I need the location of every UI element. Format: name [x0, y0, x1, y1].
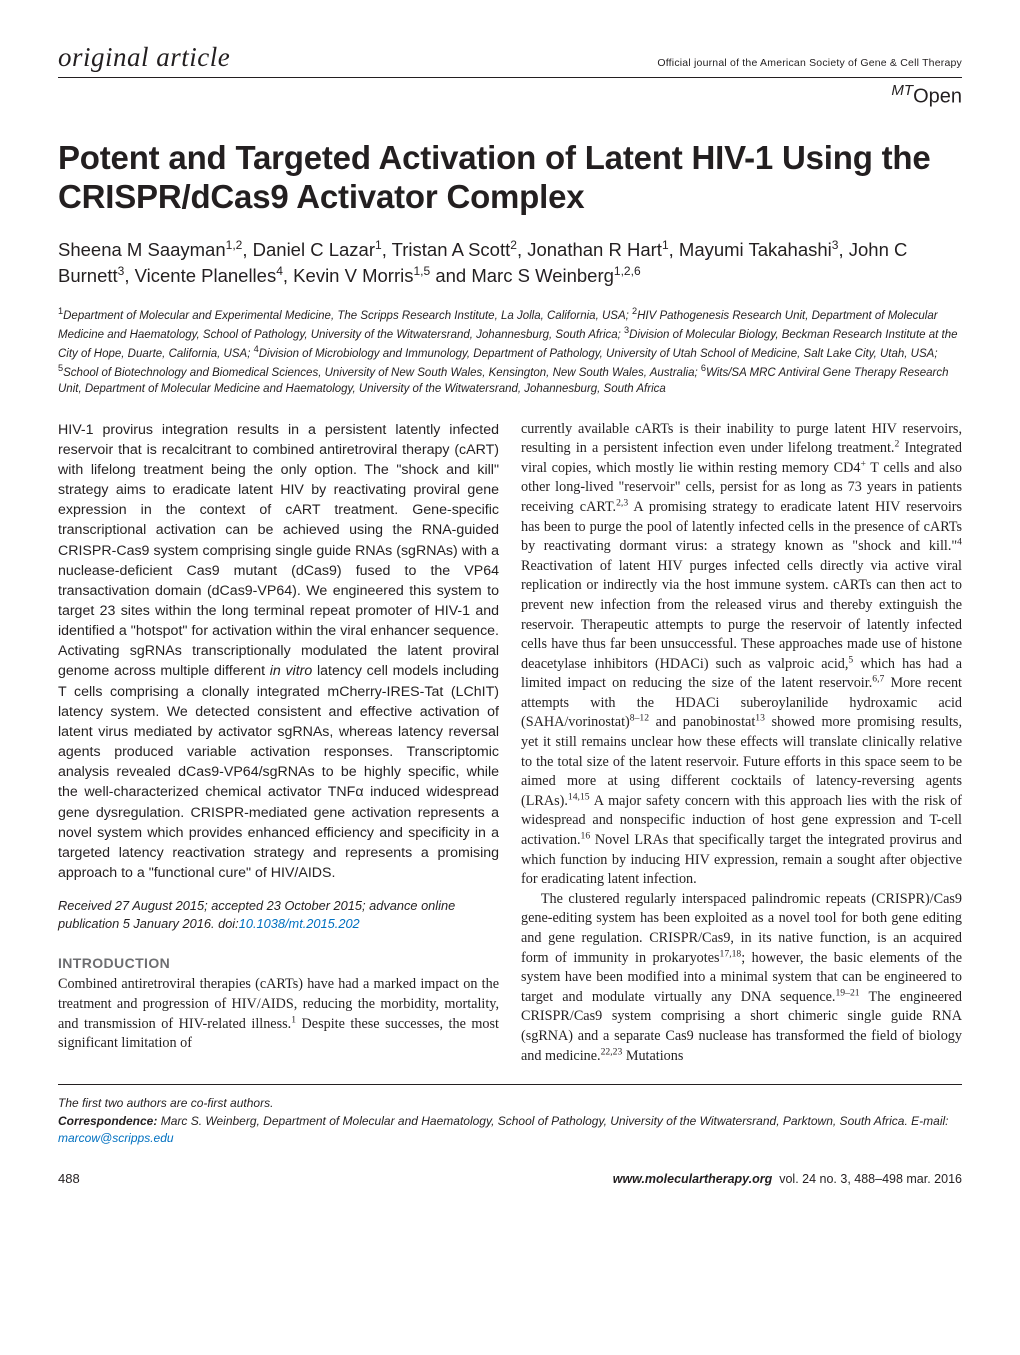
intro-body-left: Combined antiretroviral therapies (cARTs… — [58, 975, 499, 1053]
article-dates: Received 27 August 2015; accepted 23 Oct… — [58, 897, 499, 933]
abstract: HIV-1 provirus integration results in a … — [58, 420, 499, 884]
article-type: original article — [58, 42, 230, 73]
mt-open-row: MTOpen — [58, 82, 962, 109]
section-heading-introduction: INTRODUCTION — [58, 955, 499, 971]
footer-citation: www.moleculartherapy.org vol. 24 no. 3, … — [613, 1172, 962, 1186]
intro-body-right: currently available cARTs is their inabi… — [521, 420, 962, 1067]
author-list: Sheena M Saayman1,2, Daniel C Lazar1, Tr… — [58, 237, 962, 289]
page-number: 488 — [58, 1171, 80, 1186]
left-column: HIV-1 provirus integration results in a … — [58, 420, 499, 1067]
footnote-divider — [58, 1084, 962, 1085]
footnotes: The first two authors are co-first autho… — [58, 1095, 962, 1147]
running-head: original article Official journal of the… — [58, 42, 962, 78]
cofirst-note: The first two authors are co-first autho… — [58, 1095, 962, 1112]
right-column: currently available cARTs is their inabi… — [521, 420, 962, 1067]
correspondence-note: Correspondence: Marc S. Weinberg, Depart… — [58, 1113, 962, 1148]
journal-name: Official journal of the American Society… — [657, 57, 962, 69]
two-column-body: HIV-1 provirus integration results in a … — [58, 420, 962, 1067]
page-footer: 488 www.moleculartherapy.org vol. 24 no.… — [58, 1171, 962, 1186]
mt-open-logo: MTOpen — [891, 82, 962, 109]
affiliations: 1Department of Molecular and Experimenta… — [58, 305, 962, 398]
article-title: Potent and Targeted Activation of Latent… — [58, 139, 962, 217]
